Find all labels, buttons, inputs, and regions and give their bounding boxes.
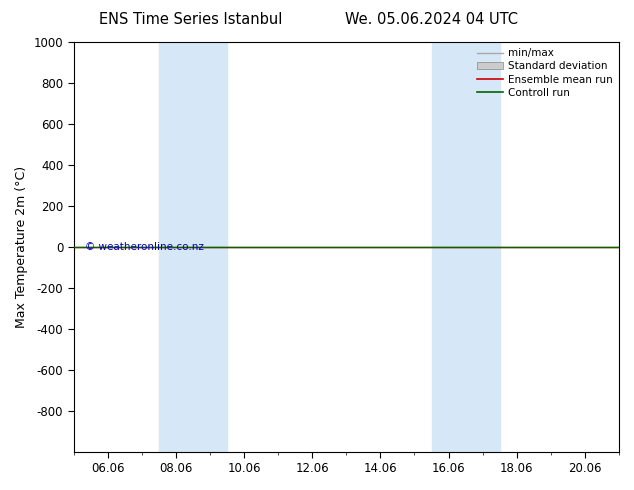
Text: We. 05.06.2024 04 UTC: We. 05.06.2024 04 UTC (345, 12, 517, 27)
Legend: min/max, Standard deviation, Ensemble mean run, Controll run: min/max, Standard deviation, Ensemble me… (472, 44, 617, 102)
Text: ENS Time Series Istanbul: ENS Time Series Istanbul (98, 12, 282, 27)
Y-axis label: Max Temperature 2m (°C): Max Temperature 2m (°C) (15, 166, 28, 328)
Text: © weatheronline.co.nz: © weatheronline.co.nz (84, 242, 204, 252)
Bar (158, 42, 227, 452)
Bar (432, 42, 500, 452)
